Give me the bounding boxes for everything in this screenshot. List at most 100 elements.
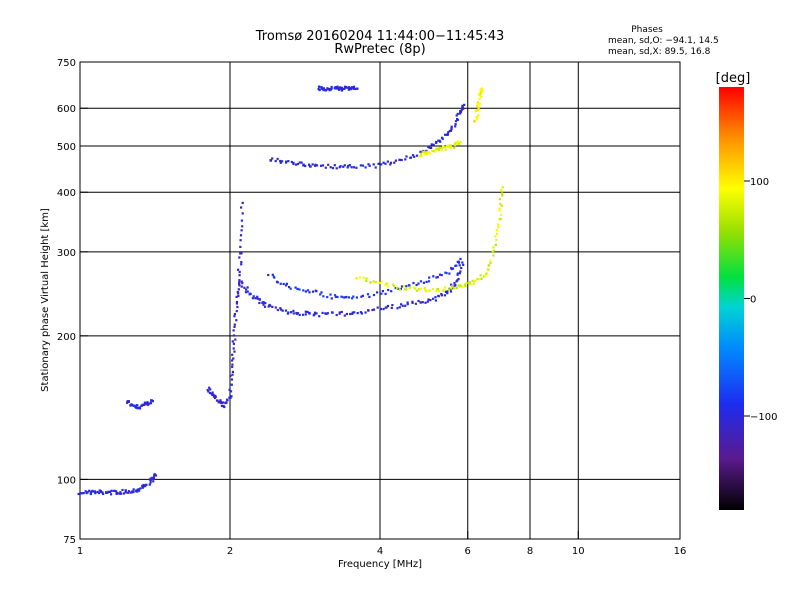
- data-point: [238, 282, 241, 285]
- data-point: [209, 388, 212, 391]
- data-point: [481, 89, 484, 92]
- data-point: [211, 391, 214, 394]
- data-point: [405, 155, 408, 158]
- data-point: [432, 150, 435, 153]
- data-point: [443, 286, 446, 289]
- data-point: [344, 296, 347, 299]
- data-point: [308, 291, 311, 294]
- data-point: [475, 109, 478, 112]
- data-point: [328, 88, 331, 91]
- data-point: [231, 365, 234, 369]
- data-point: [276, 308, 279, 312]
- data-point: [271, 305, 274, 308]
- data-point: [281, 309, 284, 312]
- data-point: [329, 293, 332, 296]
- data-point: [233, 350, 236, 353]
- data-point: [384, 292, 387, 295]
- data-point: [237, 288, 240, 291]
- data-point: [425, 280, 428, 283]
- data-point: [279, 307, 282, 310]
- data-point: [456, 142, 459, 145]
- data-point: [319, 293, 322, 296]
- data-point: [140, 404, 143, 407]
- data-point: [393, 161, 396, 164]
- data-point: [361, 294, 364, 297]
- data-point: [459, 110, 462, 113]
- data-point: [355, 166, 358, 169]
- series-4: [267, 257, 462, 300]
- data-point: [208, 391, 211, 395]
- data-point: [330, 297, 333, 300]
- data-point: [337, 88, 340, 91]
- data-point: [231, 340, 234, 343]
- y-tick-label: 500: [57, 142, 76, 153]
- data-point: [419, 301, 422, 304]
- data-point: [375, 281, 378, 284]
- data-point: [279, 159, 282, 163]
- data-point: [351, 312, 354, 315]
- data-point: [271, 273, 274, 276]
- data-point: [228, 388, 231, 391]
- data-point: [417, 299, 420, 303]
- data-point: [401, 304, 404, 307]
- data-point: [381, 290, 384, 293]
- stats-o-mode: mean, sd,O: −94.1, 14.5: [608, 36, 719, 46]
- data-point: [406, 301, 409, 304]
- grid: [80, 62, 680, 539]
- data-point: [385, 282, 388, 285]
- data-point: [235, 300, 239, 304]
- data-point: [139, 487, 142, 490]
- x-axis: 1 2 4 6 8 10 16: [77, 531, 686, 557]
- data-point: [93, 490, 96, 493]
- data-point: [420, 152, 423, 155]
- data-point: [346, 86, 349, 89]
- data-point: [239, 252, 242, 255]
- data-point: [386, 285, 389, 288]
- data-point: [235, 302, 238, 305]
- data-point: [478, 97, 481, 101]
- data-point: [306, 310, 309, 314]
- data-point: [231, 359, 234, 362]
- data-point: [479, 92, 482, 95]
- data-point: [285, 284, 288, 287]
- data-point: [229, 390, 233, 393]
- data-point: [143, 401, 146, 404]
- data-point: [124, 489, 127, 492]
- data-point: [318, 88, 321, 92]
- data-point: [107, 490, 110, 493]
- data-point: [232, 334, 235, 337]
- data-point: [461, 261, 464, 264]
- data-point: [256, 297, 259, 300]
- data-point: [285, 161, 288, 164]
- data-point: [427, 298, 430, 301]
- data-point: [294, 286, 297, 289]
- data-point: [343, 314, 346, 317]
- data-point: [393, 284, 396, 288]
- data-point: [435, 140, 438, 144]
- data-point: [372, 163, 375, 166]
- data-point: [339, 165, 342, 168]
- data-point: [296, 312, 300, 315]
- data-point: [214, 395, 217, 399]
- data-point: [366, 293, 370, 296]
- data-point: [334, 295, 337, 298]
- data-point: [152, 477, 155, 480]
- data-point: [349, 87, 352, 90]
- data-point: [448, 272, 451, 275]
- data-point: [421, 301, 424, 304]
- chart-title-line2: RwPretec (8p): [334, 42, 425, 57]
- colorbar-label: [deg]: [716, 71, 751, 86]
- data-point: [382, 161, 385, 164]
- data-point: [355, 296, 358, 299]
- data-point: [468, 281, 472, 284]
- data-point: [230, 383, 233, 386]
- data-point: [440, 149, 443, 152]
- data-point: [351, 297, 354, 300]
- data-point: [380, 163, 383, 166]
- data-point: [79, 492, 82, 495]
- data-point: [102, 492, 105, 495]
- x-tick-label: 2: [227, 546, 233, 557]
- data-point: [472, 280, 476, 283]
- data-point: [359, 164, 362, 167]
- data-point: [232, 342, 235, 345]
